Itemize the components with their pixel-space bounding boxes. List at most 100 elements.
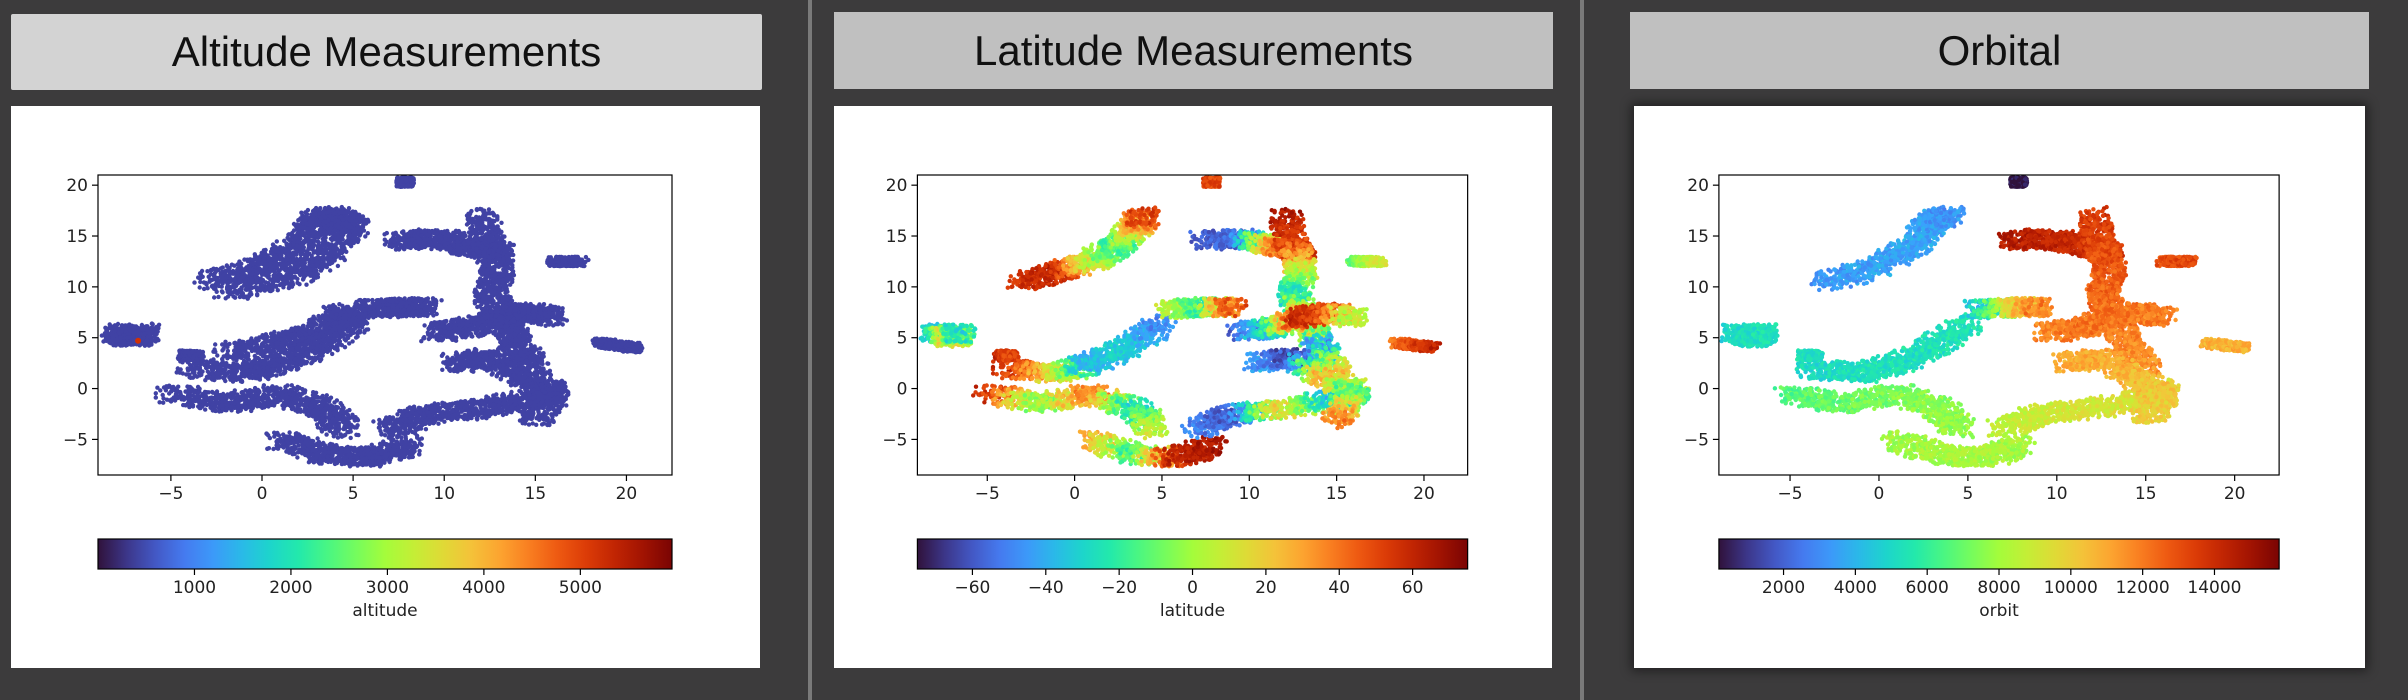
data-point: [153, 395, 158, 400]
data-point: [205, 286, 210, 291]
data-point: [256, 259, 262, 264]
data-point: [272, 262, 278, 267]
data-point: [237, 350, 243, 355]
data-point: [304, 350, 309, 355]
data-point: [299, 242, 305, 247]
data-point: [337, 328, 342, 333]
data-point: [220, 402, 225, 408]
data-point: [291, 221, 297, 227]
data-point: [256, 367, 262, 372]
data-point: [288, 436, 293, 441]
data-point: [341, 433, 347, 438]
data-point: [335, 405, 340, 411]
data-point: [261, 248, 267, 253]
data-point: [314, 451, 320, 456]
data-point: [241, 295, 247, 300]
data-point: [286, 285, 292, 291]
data-point: [224, 275, 229, 280]
data-point: [236, 345, 242, 350]
data-point: [304, 282, 309, 287]
data-point: [408, 438, 414, 443]
point-cluster: [192, 204, 371, 301]
data-point: [250, 375, 255, 381]
data-point: [232, 295, 238, 300]
data-point: [335, 435, 341, 440]
data-point: [255, 292, 260, 297]
data-point: [211, 357, 216, 362]
data-point: [302, 342, 307, 347]
data-point: [232, 263, 237, 268]
data-point: [296, 218, 301, 223]
data-point: [341, 426, 346, 432]
data-point: [163, 388, 169, 393]
data-point: [276, 271, 281, 276]
panel-title: Altitude Measurements: [11, 14, 762, 90]
data-point: [290, 260, 296, 265]
data-point: [246, 353, 251, 359]
data-point: [289, 406, 295, 412]
data-point: [236, 375, 241, 380]
data-point: [301, 239, 307, 244]
data-point: [298, 393, 303, 398]
data-point: [315, 342, 320, 347]
data-point: [268, 259, 273, 264]
data-point: [326, 457, 331, 462]
data-point: [235, 269, 240, 274]
data-point: [296, 342, 302, 347]
point-cluster: [174, 302, 371, 384]
data-point: [253, 398, 259, 404]
data-point: [301, 263, 306, 268]
data-point: [392, 444, 397, 450]
data-point: [323, 450, 328, 455]
data-point: [399, 448, 404, 453]
data-point: [261, 392, 266, 397]
data-point: [257, 350, 262, 355]
data-point: [175, 366, 180, 371]
data-point: [215, 353, 220, 358]
data-point: [243, 388, 248, 393]
data-point: [212, 408, 218, 413]
data-point: [295, 455, 300, 460]
data-point: [217, 366, 223, 372]
data-point: [208, 272, 213, 277]
data-point: [221, 391, 226, 397]
data-point: [297, 447, 302, 452]
data-point: [318, 244, 323, 250]
data-point: [282, 246, 287, 252]
data-point: [272, 337, 278, 342]
data-point: [264, 272, 269, 277]
data-point: [322, 324, 328, 329]
data-point: [355, 423, 360, 428]
data-point: [331, 430, 337, 436]
data-point: [286, 274, 292, 279]
data-point: [281, 440, 286, 446]
data-point: [309, 279, 314, 284]
data-point: [232, 388, 237, 393]
data-point: [257, 395, 262, 400]
data-point: [325, 415, 330, 420]
data-point: [358, 450, 363, 456]
data-point: [358, 219, 364, 224]
data-point: [260, 335, 265, 340]
data-point: [351, 231, 357, 237]
data-point: [363, 234, 368, 239]
data-point: [241, 270, 246, 275]
data-point: [249, 271, 254, 277]
data-point: [296, 263, 301, 269]
data-point: [231, 285, 236, 290]
data-point: [332, 211, 338, 216]
data-point: [339, 447, 344, 452]
data-point: [320, 251, 326, 256]
data-point: [207, 395, 213, 401]
data-point: [207, 277, 213, 283]
data-point: [385, 452, 391, 457]
data-point: [227, 269, 233, 274]
data-point: [197, 285, 202, 290]
data-point: [285, 335, 291, 341]
data-point: [220, 348, 225, 353]
panel-divider-1: [808, 0, 812, 700]
data-point: [224, 362, 229, 367]
data-point: [265, 365, 270, 371]
data-point: [186, 400, 192, 405]
